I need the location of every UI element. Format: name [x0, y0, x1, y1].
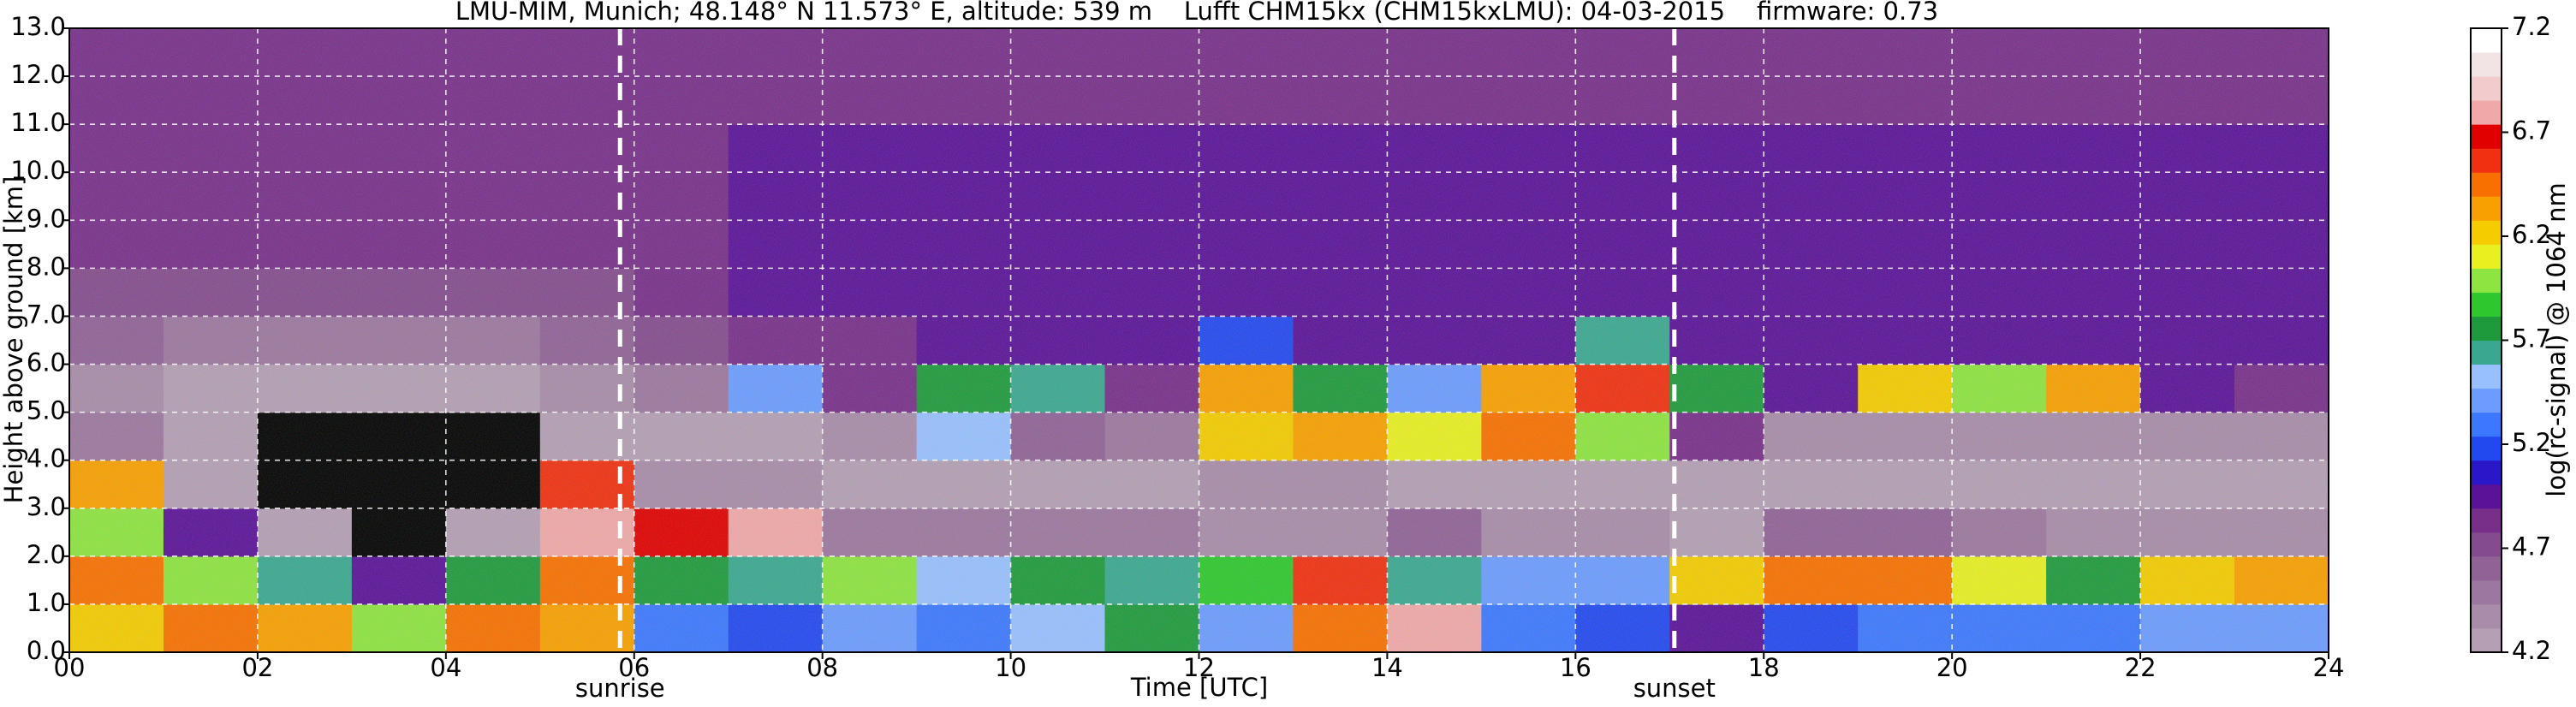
plot-frame: [68, 27, 2329, 653]
y-tick-label: 4.0: [27, 444, 66, 473]
x-axis-label: Time [UTC]: [1130, 673, 1268, 702]
colorbar-swatch: [2471, 603, 2502, 629]
y-tick-label: 2.0: [27, 540, 66, 569]
y-tick-label: 0.0: [27, 636, 66, 665]
colorbar-swatch: [2471, 268, 2502, 293]
colorbar-swatch: [2471, 627, 2502, 653]
annotation-label: sunrise: [575, 674, 665, 703]
annotation-label: sunset: [1633, 674, 1716, 703]
x-tick-label: 10: [995, 653, 1026, 682]
x-tick-label: 00: [54, 653, 86, 682]
colorbar-swatch: [2471, 436, 2502, 461]
y-tick-label: 8.0: [27, 252, 66, 281]
colorbar-swatch: [2471, 388, 2502, 413]
colorbar-tick-label: 6.7: [2512, 116, 2551, 146]
x-tick-label: 18: [1748, 653, 1780, 682]
colorbar-swatch: [2471, 124, 2502, 149]
colorbar-swatch: [2471, 508, 2502, 533]
x-tick-label: 16: [1560, 653, 1591, 682]
y-axis-label: Height above ground [km]: [0, 176, 28, 504]
x-tick-label: 24: [2313, 653, 2345, 682]
colorbar-tick-label: 4.2: [2512, 636, 2551, 665]
colorbar-swatch: [2471, 532, 2502, 557]
colorbar-swatch: [2471, 76, 2502, 101]
y-tick-label: 9.0: [27, 204, 66, 233]
x-tick-label: 08: [806, 653, 838, 682]
x-tick-label: 20: [1936, 653, 1968, 682]
colorbar-tick-label: 4.7: [2512, 532, 2551, 561]
colorbar-swatch: [2471, 340, 2502, 365]
y-tick-label: 11.0: [10, 108, 66, 137]
x-tick-label: 04: [430, 653, 461, 682]
colorbar-swatch: [2471, 364, 2502, 389]
colorbar-swatch: [2471, 316, 2502, 341]
colorbar-swatch: [2471, 556, 2502, 581]
colorbar-swatch: [2471, 412, 2502, 437]
x-tick-label: 12: [1183, 653, 1215, 682]
colorbar-swatch: [2471, 244, 2502, 269]
colorbar-tick-label: 6.2: [2512, 220, 2551, 249]
x-tick-label: 06: [618, 653, 650, 682]
y-tick-label: 3.0: [27, 492, 66, 521]
y-tick-label: 1.0: [27, 588, 66, 617]
x-tick-label: 22: [2125, 653, 2157, 682]
colorbar-swatch: [2471, 28, 2502, 53]
y-tick-label: 10.0: [10, 156, 66, 185]
y-tick-label: 6.0: [27, 348, 66, 377]
chart-title: LMU-MIM, Munich; 48.148° N 11.573° E, al…: [455, 0, 1938, 26]
colorbar-swatch: [2471, 100, 2502, 125]
y-tick-label: 7.0: [27, 300, 66, 329]
colorbar-swatch: [2471, 460, 2502, 485]
y-tick-label: 5.0: [27, 396, 66, 425]
colorbar-swatch: [2471, 148, 2502, 173]
colorbar-swatch: [2471, 484, 2502, 509]
colorbar-swatch: [2471, 196, 2502, 221]
colorbar-tick-label: 5.7: [2512, 324, 2551, 354]
colorbar-label: log(rc-signal) @ 1064 nm: [2542, 182, 2571, 496]
y-tick-label: 13.0: [10, 12, 66, 41]
colorbar-tick-label: 5.2: [2512, 428, 2551, 457]
y-tick-label: 12.0: [10, 60, 66, 89]
overlay: 00 02 04 06 08 10 12 14 16 18 20 22 24 0.0 1.0 2.0 3.0 4.…: [10, 12, 2344, 703]
colorbar-swatch: [2471, 172, 2502, 197]
colorbar-tick-label: 7.2: [2512, 12, 2551, 41]
colorbar-swatch: [2471, 579, 2502, 605]
colorbar-swatch: [2471, 292, 2502, 317]
colorbar-swatch: [2471, 220, 2502, 245]
colorbar-swatch: [2471, 52, 2502, 77]
x-tick-label: 02: [241, 653, 273, 682]
x-tick-label: 14: [1371, 653, 1403, 682]
